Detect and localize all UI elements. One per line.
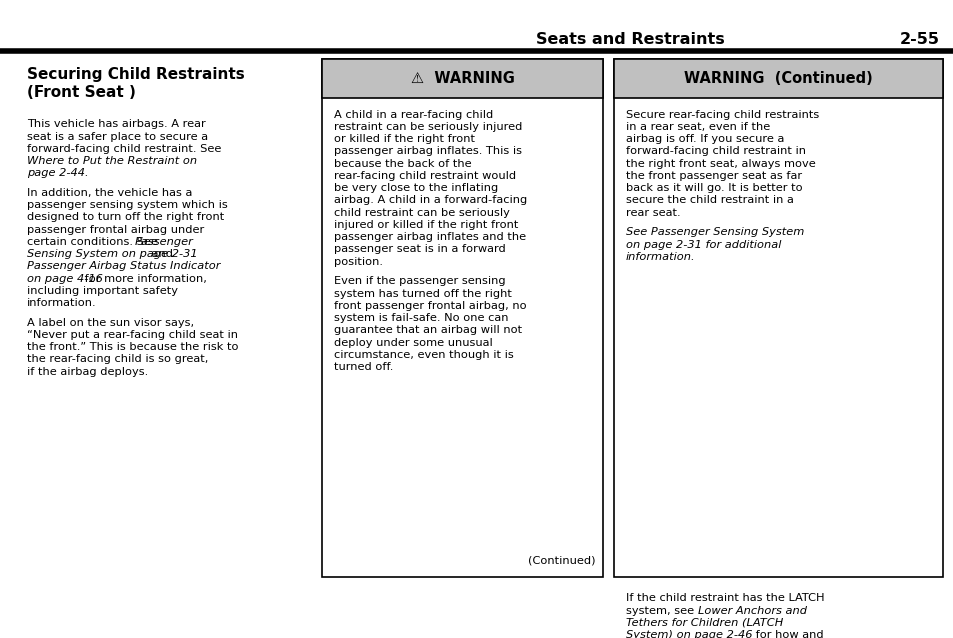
Text: turned off.: turned off. [334,362,393,372]
Text: airbag. A child in a forward-facing: airbag. A child in a forward-facing [334,195,527,205]
Text: the front.” This is because the risk to: the front.” This is because the risk to [27,342,238,352]
Text: circumstance, even though it is: circumstance, even though it is [334,350,513,360]
Text: Passenger: Passenger [134,237,193,247]
Text: Passenger Airbag Status Indicator: Passenger Airbag Status Indicator [27,262,220,271]
Text: Even if the passenger sensing: Even if the passenger sensing [334,276,505,286]
Text: system has turned off the right: system has turned off the right [334,288,511,299]
Text: the right front seat, always move: the right front seat, always move [625,159,815,168]
Text: for how and: for how and [752,630,823,638]
Text: restraint can be seriously injured: restraint can be seriously injured [334,122,521,132]
Text: including important safety: including important safety [27,286,177,296]
Text: Secure rear-facing child restraints: Secure rear-facing child restraints [625,110,819,120]
Text: page 2-44.: page 2-44. [27,168,89,178]
Text: system is fail-safe. No one can: system is fail-safe. No one can [334,313,508,323]
Text: Seats and Restraints: Seats and Restraints [536,32,724,47]
FancyBboxPatch shape [614,59,942,98]
Text: forward-facing child restraint. See: forward-facing child restraint. See [27,144,221,154]
Text: system, see: system, see [625,605,697,616]
Text: information.: information. [27,298,96,308]
Text: passenger seat is in a forward: passenger seat is in a forward [334,244,505,255]
Text: child restraint can be seriously: child restraint can be seriously [334,208,509,218]
Text: 2-55: 2-55 [899,32,939,47]
Text: (Continued): (Continued) [527,556,595,566]
Text: passenger sensing system which is: passenger sensing system which is [27,200,227,210]
Text: passenger airbag inflates and the: passenger airbag inflates and the [334,232,525,242]
Text: position.: position. [334,256,382,267]
Text: Securing Child Restraints
(Front Seat ): Securing Child Restraints (Front Seat ) [27,67,244,100]
Text: front passenger frontal airbag, no: front passenger frontal airbag, no [334,301,526,311]
Text: passenger frontal airbag under: passenger frontal airbag under [27,225,204,235]
Text: be very close to the inflating: be very close to the inflating [334,183,497,193]
Text: Tethers for Children (LATCH: Tethers for Children (LATCH [625,618,782,628]
Text: for more information,: for more information, [81,274,207,284]
Text: Sensing System on page 2-31: Sensing System on page 2-31 [27,249,197,259]
Text: guarantee that an airbag will not: guarantee that an airbag will not [334,325,521,336]
Text: and: and [149,249,173,259]
Text: WARNING  (Continued): WARNING (Continued) [683,71,872,86]
Text: certain conditions. See: certain conditions. See [27,237,161,247]
Text: This vehicle has airbags. A rear: This vehicle has airbags. A rear [27,119,205,130]
Text: the front passenger seat as far: the front passenger seat as far [625,171,801,181]
Text: secure the child restraint in a: secure the child restraint in a [625,195,793,205]
FancyBboxPatch shape [322,59,602,577]
Text: System) on page 2-46: System) on page 2-46 [625,630,752,638]
Text: “Never put a rear-facing child seat in: “Never put a rear-facing child seat in [27,330,237,340]
Text: on page 2-31 for additional: on page 2-31 for additional [625,240,781,249]
FancyBboxPatch shape [614,59,942,577]
Text: If the child restraint has the LATCH: If the child restraint has the LATCH [625,593,823,604]
Text: designed to turn off the right front: designed to turn off the right front [27,212,224,223]
Text: or killed if the right front: or killed if the right front [334,134,475,144]
Text: seat is a safer place to secure a: seat is a safer place to secure a [27,131,208,142]
Text: Where to Put the Restraint on: Where to Put the Restraint on [27,156,196,166]
Text: the rear-facing child is so great,: the rear-facing child is so great, [27,355,208,364]
Text: rear-facing child restraint would: rear-facing child restraint would [334,171,516,181]
Text: A label on the sun visor says,: A label on the sun visor says, [27,318,193,328]
Text: ⚠  WARNING: ⚠ WARNING [411,71,514,86]
Text: if the airbag deploys.: if the airbag deploys. [27,367,148,377]
Text: because the back of the: because the back of the [334,159,471,168]
Text: See Passenger Sensing System: See Passenger Sensing System [625,227,803,237]
Text: injured or killed if the right front: injured or killed if the right front [334,220,517,230]
FancyBboxPatch shape [322,59,602,98]
Text: A child in a rear-facing child: A child in a rear-facing child [334,110,493,120]
Text: deploy under some unusual: deploy under some unusual [334,338,492,348]
Text: on page 4-16: on page 4-16 [27,274,103,284]
Text: forward-facing child restraint in: forward-facing child restraint in [625,147,805,156]
Text: airbag is off. If you secure a: airbag is off. If you secure a [625,134,783,144]
Text: Lower Anchors and: Lower Anchors and [697,605,805,616]
Text: in a rear seat, even if the: in a rear seat, even if the [625,122,769,132]
Text: passenger airbag inflates. This is: passenger airbag inflates. This is [334,147,521,156]
Text: rear seat.: rear seat. [625,208,679,218]
Text: information.: information. [625,252,695,262]
Text: back as it will go. It is better to: back as it will go. It is better to [625,183,801,193]
Text: In addition, the vehicle has a: In addition, the vehicle has a [27,188,192,198]
